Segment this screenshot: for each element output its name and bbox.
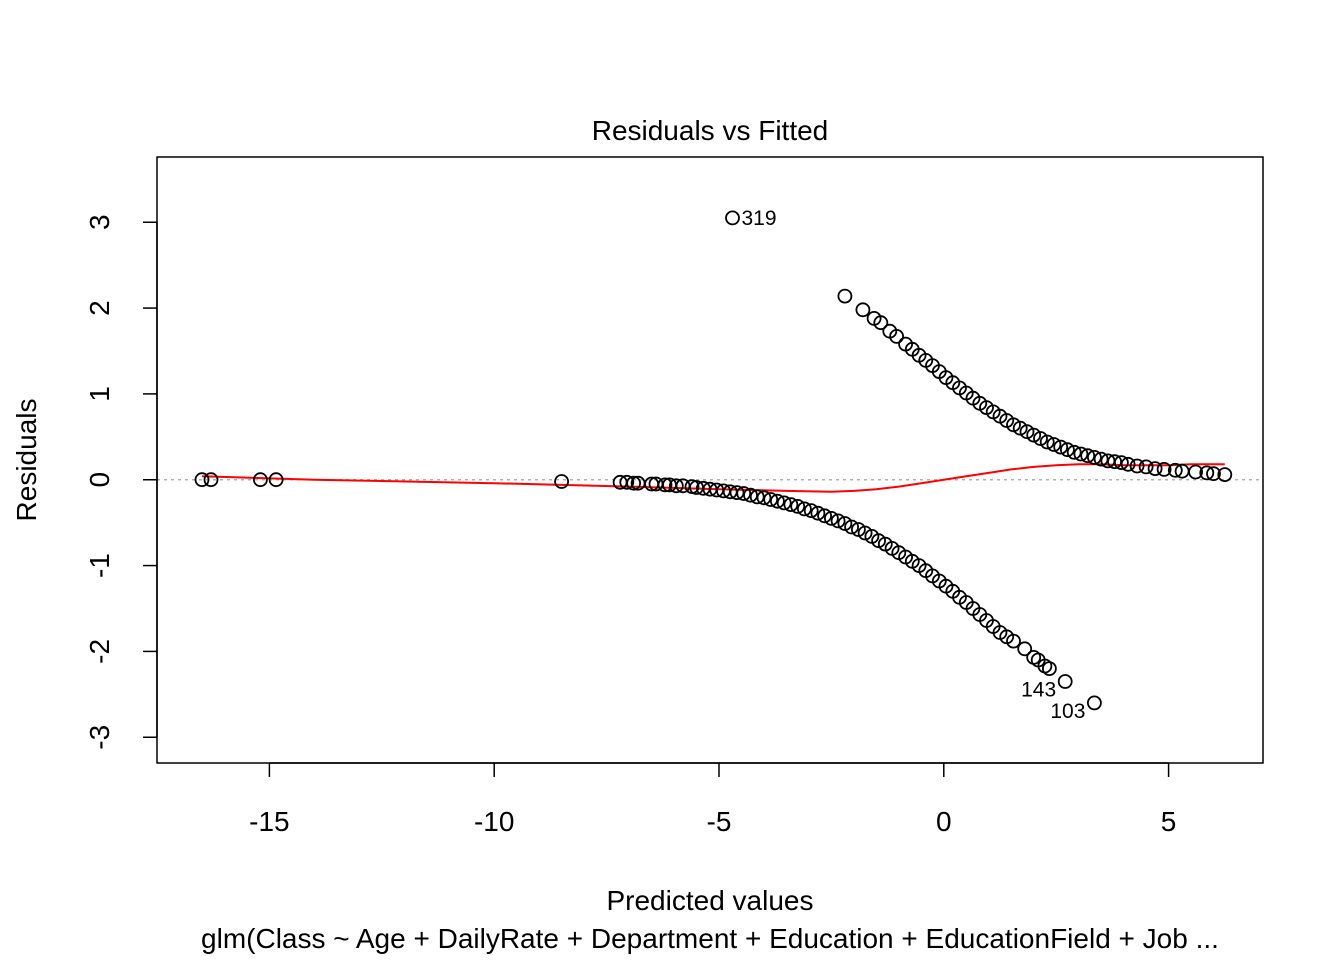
residual-point [1156,461,1172,477]
residual-point [1080,448,1096,464]
x-tick-label: -10 [474,806,514,837]
residual-point [1199,465,1215,481]
x-tick-label: 0 [936,806,952,837]
residual-point [1057,674,1073,689]
chart-title: Residuals vs Fitted [592,115,829,146]
residual-point [790,498,806,514]
residual-point [837,288,853,304]
y-tick-label: -2 [84,639,115,664]
x-tick-label: -15 [249,806,289,837]
y-axis: -3 -2 -1 0 1 2 3 [84,214,158,750]
chart-subtitle: glm(Class ~ Age + DailyRate + Department… [201,923,1219,954]
residual-point [783,497,799,513]
residual-point [1053,439,1069,455]
residual-point [810,505,826,521]
residual-point [1167,462,1183,478]
residual-point [824,511,839,526]
x-tick-label: -5 [707,806,732,837]
y-axis-label: Residuals [11,399,42,522]
point-label-103: 103 [1050,700,1085,723]
residual-point [763,492,779,507]
residual-point [668,478,684,494]
residual-point [797,501,812,517]
residual-point [1107,454,1122,470]
residual-point [657,477,673,493]
residual-point [252,472,268,488]
residual-point [1217,467,1233,483]
y-tick-label: 2 [84,300,115,316]
residual-point [1046,437,1062,452]
residual-point [1006,633,1021,649]
residual-point [1026,427,1042,443]
residual-point [1073,446,1089,462]
x-axis-label: Predicted values [606,885,813,916]
residual-point [1206,466,1221,482]
y-tick-label: -1 [84,553,115,578]
residual-point [1017,641,1033,657]
x-axis: -15 -10 -5 0 5 [249,762,1177,837]
residual-point [803,503,819,519]
y-tick-label: -3 [84,725,115,750]
residual-point [817,508,832,524]
residual-point [1138,459,1154,475]
residual-point [1114,455,1129,471]
residual-point [749,489,765,505]
residual-point [844,519,859,535]
y-tick-label: 0 [84,472,115,488]
residual-point [1060,442,1075,458]
residual-point [855,302,871,318]
residual-point [873,315,889,331]
residual-point [268,472,284,488]
residual-point [626,475,641,491]
x-tick-label: 5 [1161,806,1177,837]
residual-point [1129,458,1145,474]
residual-point [1039,434,1055,450]
point-label-319: 319 [741,207,776,230]
residual-point [743,487,758,503]
residual-point [1012,420,1028,436]
residual-point [729,485,745,501]
residual-point [1120,456,1136,472]
residual-point [1087,695,1102,711]
point-label-143: 143 [1021,678,1056,701]
residual-point [889,328,904,344]
residual-point [203,472,219,488]
y-tick-label: 1 [84,386,115,402]
y-tick-label: 3 [84,214,115,230]
residual-point [857,525,873,541]
residual-point [830,513,846,529]
residual-point [1188,464,1203,480]
residual-point [1066,444,1082,460]
residual-point [776,495,792,511]
residual-point [1042,661,1057,676]
residual-point [1147,461,1163,477]
residual-point [725,210,740,226]
residual-point [736,486,752,501]
residual-point [554,474,569,489]
residual-point [1087,449,1102,465]
residual-point [194,472,210,488]
residual-point [1093,451,1109,467]
residual-point [756,490,772,506]
residual-point [770,493,785,509]
residual-point [619,474,635,490]
residual-points [194,210,1233,711]
